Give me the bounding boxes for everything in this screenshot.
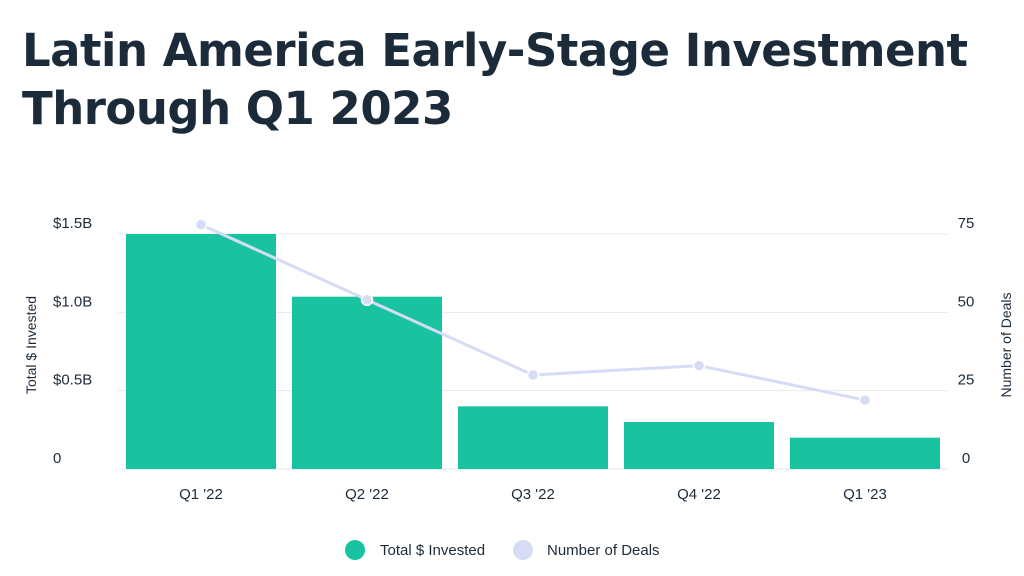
legend-label-deals: Number of Deals	[547, 542, 660, 559]
y-tick-label: 0	[53, 450, 61, 467]
x-tick-label: Q4 '22	[677, 486, 721, 503]
bar	[292, 296, 442, 469]
y2-tick-label: 25	[958, 372, 975, 389]
deals-point	[692, 359, 706, 372]
legend-swatch-deals	[513, 540, 533, 560]
y2-tick-label: 75	[958, 215, 975, 232]
bar	[458, 406, 608, 469]
x-tick-label: Q1 '23	[843, 486, 887, 503]
legend-label-invested: Total $ Invested	[380, 542, 485, 559]
legend-swatch-invested	[345, 540, 365, 560]
y-tick-label: $1.5B	[53, 215, 92, 232]
deals-point	[194, 218, 208, 231]
y-tick-label: $1.0B	[53, 293, 92, 310]
y-axis-title: Total $ Invested	[23, 296, 39, 394]
chart-title: Latin America Early-Stage Investment Thr…	[22, 24, 968, 135]
right-axis-ticks: 0 25 50 75	[958, 215, 975, 467]
x-tick-label: Q2 '22	[345, 486, 389, 503]
y-tick-label: $0.5B	[53, 372, 92, 389]
x-tick-label: Q3 '22	[511, 486, 555, 503]
deals-point	[526, 368, 540, 382]
bar	[790, 437, 940, 469]
bar-series	[126, 234, 940, 469]
y2-axis-title: Number of Deals	[998, 292, 1014, 397]
bar	[624, 422, 774, 469]
y2-tick-label: 50	[958, 293, 975, 310]
x-axis-ticks: Q1 '22 Q2 '22 Q3 '22 Q4 '22 Q1 '23	[179, 486, 887, 503]
bar	[126, 234, 276, 469]
deals-point	[858, 393, 872, 407]
deals-point	[360, 293, 374, 307]
x-tick-label: Q1 '22	[179, 486, 223, 503]
y2-tick-label: 0	[962, 450, 970, 467]
line-series	[194, 218, 872, 407]
legend: Total $ Invested Number of Deals	[345, 540, 660, 560]
left-axis-ticks: 0 $0.5B $1.0B $1.5B	[53, 215, 92, 467]
